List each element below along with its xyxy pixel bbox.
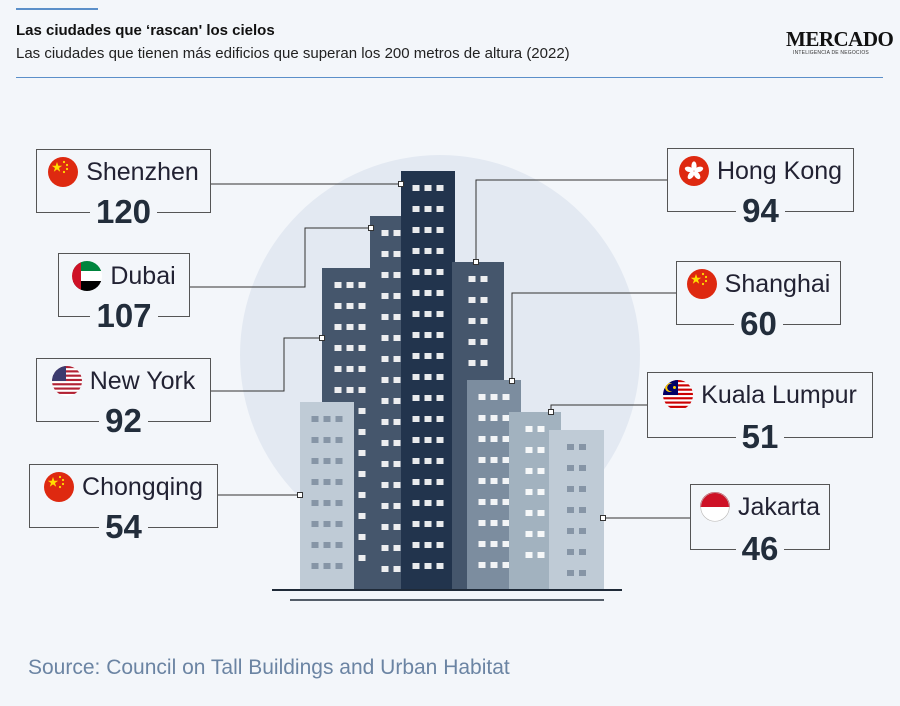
city-label-kuala-lumpur: Kuala Lumpur 51 bbox=[647, 372, 873, 455]
city-value-label: 51 bbox=[648, 418, 872, 456]
city-label-row: Hong Kong bbox=[668, 149, 853, 193]
city-name: New York bbox=[89, 366, 196, 395]
leader-line-dubai bbox=[190, 227, 371, 288]
leader-line-hong-kong bbox=[475, 179, 667, 262]
city-value-label: 107 bbox=[59, 297, 189, 335]
leader-anchor-shenzhen bbox=[398, 181, 404, 187]
leader-anchor-hong-kong bbox=[473, 259, 479, 265]
city-label-jakarta: Jakarta 46 bbox=[690, 484, 830, 567]
city-value: 54 bbox=[99, 508, 148, 545]
city-value-label: 120 bbox=[37, 193, 210, 231]
leader-anchor-jakarta bbox=[600, 515, 606, 521]
city-value: 60 bbox=[734, 305, 783, 342]
header-divider bbox=[16, 77, 883, 78]
city-label-row: Shenzhen bbox=[37, 150, 210, 194]
city-label-shanghai: Shanghai 60 bbox=[676, 261, 841, 342]
china-flag-icon bbox=[48, 157, 79, 187]
city-name: Chongqing bbox=[82, 472, 203, 501]
leader-anchor-kuala-lumpur bbox=[548, 409, 554, 415]
uae-flag-icon bbox=[72, 261, 103, 291]
city-label-row: Dubai bbox=[59, 254, 189, 298]
city-label-dubai: Dubai 107 bbox=[58, 253, 190, 334]
city-name: Hong Kong bbox=[716, 156, 843, 185]
brand-logo: MERCADO INTELIGENCIA DE NEGOCIOS bbox=[786, 27, 894, 56]
leader-anchor-new-york bbox=[319, 335, 325, 341]
city-value-label: 92 bbox=[37, 402, 210, 440]
city-name: Shenzhen bbox=[86, 157, 199, 186]
source-note: Source: Council on Tall Buildings and Ur… bbox=[28, 656, 510, 679]
building-tower-tallest bbox=[401, 171, 455, 590]
logo-tagline: INTELIGENCIA DE NEGOCIOS bbox=[793, 50, 869, 56]
city-label-row: Kuala Lumpur bbox=[648, 373, 872, 417]
leader-line-shanghai bbox=[511, 292, 676, 381]
china-flag-icon bbox=[44, 472, 75, 502]
header-accent-rule bbox=[16, 8, 98, 10]
building-front-far-right bbox=[549, 430, 604, 590]
building-front-left bbox=[300, 402, 354, 590]
city-name: Kuala Lumpur bbox=[701, 380, 857, 409]
malaysia-flag-icon bbox=[663, 380, 694, 410]
city-value: 92 bbox=[99, 402, 148, 439]
chart-title: Las ciudades que ‘rascan' los cielos bbox=[16, 22, 275, 39]
city-label-hong-kong: Hong Kong 94 bbox=[667, 148, 854, 229]
leader-anchor-shanghai bbox=[509, 378, 515, 384]
indonesia-flag-icon bbox=[700, 492, 730, 522]
china-flag-icon bbox=[686, 269, 717, 299]
leader-anchor-dubai bbox=[368, 225, 374, 231]
usa-flag-icon bbox=[51, 366, 82, 396]
city-label-new-york: New York 92 bbox=[36, 358, 211, 439]
city-value: 107 bbox=[90, 297, 158, 334]
city-label-row: New York bbox=[37, 359, 210, 403]
city-label-row: Chongqing bbox=[30, 465, 217, 509]
city-value-label: 54 bbox=[30, 508, 217, 546]
city-value-label: 60 bbox=[677, 305, 840, 343]
hong-kong-flag-icon bbox=[678, 156, 709, 186]
city-value: 46 bbox=[735, 530, 785, 567]
city-label-shenzhen: Shenzhen 120 bbox=[36, 149, 211, 230]
city-value-label: 46 bbox=[691, 530, 829, 568]
city-value: 120 bbox=[89, 193, 158, 230]
leader-line-new-york bbox=[211, 337, 322, 392]
city-name: Dubai bbox=[110, 261, 176, 290]
city-label-row: Shanghai bbox=[677, 262, 840, 306]
city-value: 51 bbox=[735, 418, 785, 455]
logo-wordmark: MERCADO bbox=[786, 27, 894, 51]
city-label-row: Jakarta bbox=[691, 485, 829, 529]
chart-subtitle: Las ciudades que tienen más edificios qu… bbox=[16, 45, 570, 62]
city-label-chongqing: Chongqing 54 bbox=[29, 464, 218, 545]
city-name: Shanghai bbox=[724, 269, 831, 298]
city-value-label: 94 bbox=[668, 192, 853, 230]
leader-anchor-chongqing bbox=[297, 492, 303, 498]
city-value: 94 bbox=[736, 192, 785, 229]
city-name: Jakarta bbox=[738, 492, 820, 521]
